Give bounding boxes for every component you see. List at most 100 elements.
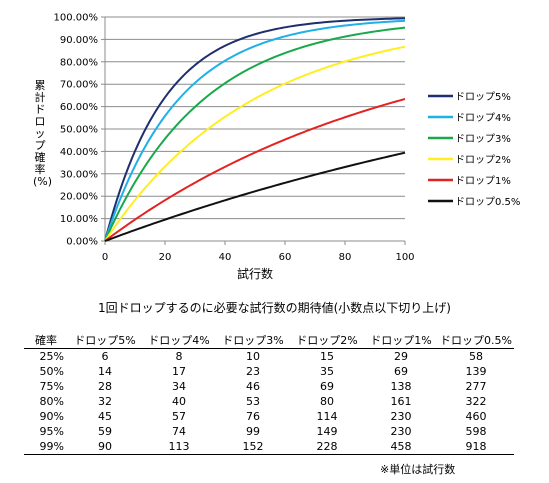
series-lines [104,17,406,242]
table-row: 90% 45 57 76 114 230 460 [24,409,514,424]
trials-cell: 35 [320,365,334,378]
trials-cell: 69 [320,380,334,393]
trials-cell: 161 [390,395,412,408]
expected-trials-table: 確率 ドロップ5% ドロップ4% ドロップ3% ドロップ2% ドロップ1% ドロ… [24,332,514,455]
trials-cell: 460 [465,410,487,423]
series-line [104,151,406,242]
legend-label: ドロップ3% [455,133,511,145]
trials-cell: 113 [142,439,216,455]
trials-cell: 58 [469,350,483,363]
header-cell: 確率 [24,332,68,349]
rate-cell: 25% [39,350,64,363]
trials-cell: 76 [246,410,260,423]
trials-cell: 8 [175,350,183,363]
rate-cell: 99% [24,439,68,455]
trials-cell: 114 [316,410,338,423]
x-axis-label: 試行数 [237,266,273,281]
trials-cell: 28 [98,380,112,393]
table-header-row: 確率 ドロップ5% ドロップ4% ドロップ3% ドロップ2% ドロップ1% ドロ… [24,332,514,349]
series-line [104,19,406,242]
y-axis-tick-labels: 0.00% 10.00% 20.00% 30.00% 40.00% 50.00% 60.00… [54,13,99,248]
trials-cell: 598 [465,425,487,438]
y-tick-label: 10.00% [60,214,98,225]
trials-cell: 322 [465,395,487,408]
trials-cell: 99 [246,425,260,438]
series-line [104,26,406,242]
header-cell: ドロップ1% [364,332,438,349]
x-tick-label: 60 [279,252,292,263]
table-row: 75% 28 34 46 69 138 277 [24,379,514,394]
x-tick-label: 20 [159,252,172,263]
legend-label: ドロップ1% [455,175,511,187]
table-row: 50% 14 17 23 35 69 139 [24,364,514,379]
trials-cell: 32 [98,395,112,408]
table-row: 95% 59 74 99 149 230 598 [24,424,514,439]
y-axis-label: 累計ドロップ確率(%) [33,79,53,188]
trials-cell: 228 [290,439,364,455]
trials-cell: 29 [394,350,408,363]
trials-cell: 23 [246,365,260,378]
y-tick-label: 0.00% [66,237,98,248]
gridlines [101,16,406,245]
y-tick-label: 90.00% [60,35,98,46]
legend-label: ドロップ2% [455,154,511,166]
rate-cell: 75% [39,380,64,393]
rate-cell: 95% [39,425,64,438]
trials-cell: 10 [246,350,260,363]
legend-label: ドロップ5% [455,91,511,103]
y-tick-label: 80.00% [60,57,98,68]
trials-cell: 6 [101,350,109,363]
rate-cell: 80% [39,395,64,408]
trials-cell: 57 [172,410,186,423]
trials-cell: 80 [320,395,334,408]
trials-cell: 15 [320,350,334,363]
series-line [104,45,406,242]
trials-cell: 46 [246,380,260,393]
trials-cell: 74 [172,425,186,438]
legend-label: ドロップ4% [455,112,511,124]
x-tick-label: 100 [395,252,414,263]
x-tick-label: 40 [219,252,232,263]
legend-label: ドロップ0.5% [455,196,520,208]
legend: ドロップ5% ドロップ4% ドロップ3% ドロップ2% ドロップ1% ドロップ0.5% [428,91,520,208]
trials-cell: 230 [390,425,412,438]
trials-cell: 139 [465,365,487,378]
header-cell: ドロップ5% [68,332,142,349]
table-body: 25% 6 8 10 15 29 58 50% 14 17 23 35 69 139 75% 28 34 46 69… [24,349,514,455]
series-line [104,17,406,242]
table-row: 25% 6 8 10 15 29 58 [24,349,514,365]
header-cell: ドロップ4% [142,332,216,349]
trials-cell: 138 [390,380,412,393]
x-tick-label: 0 [102,252,108,263]
y-tick-label: 70.00% [60,80,98,91]
trials-cell: 458 [364,439,438,455]
table-row: 99% 90 113 152 228 458 918 [24,439,514,455]
rate-cell: 90% [39,410,64,423]
trials-cell: 277 [465,380,487,393]
cumulative-drop-probability-chart: 0.00% 10.00% 20.00% 30.00% 40.00% 50.00% 60.00… [54,13,521,282]
unit-note: ※単位は試行数 [380,463,456,476]
table-row: 80% 32 40 53 80 161 322 [24,394,514,409]
trials-cell: 149 [316,425,338,438]
trials-cell: 17 [172,365,186,378]
trials-cell: 45 [98,410,112,423]
table-caption: 1回ドロップするのに必要な試行数の期待値(小数点以下切り上げ) [97,301,451,315]
trials-cell: 152 [216,439,290,455]
header-cell: ドロップ0.5% [438,332,514,349]
axes [104,17,405,242]
trials-cell: 918 [438,439,514,455]
trials-cell: 40 [172,395,186,408]
trials-cell: 53 [246,395,260,408]
series-line [104,98,406,242]
y-tick-label: 100.00% [54,13,99,24]
trials-cell: 34 [172,380,186,393]
y-tick-label: 30.00% [60,169,98,180]
trials-cell: 14 [98,365,112,378]
x-tick-label: 80 [339,252,352,263]
rate-cell: 50% [39,365,64,378]
trials-cell: 69 [394,365,408,378]
header-cell: ドロップ2% [290,332,364,349]
trials-cell: 230 [390,410,412,423]
y-tick-label: 50.00% [60,125,98,136]
trials-cell: 59 [98,425,112,438]
